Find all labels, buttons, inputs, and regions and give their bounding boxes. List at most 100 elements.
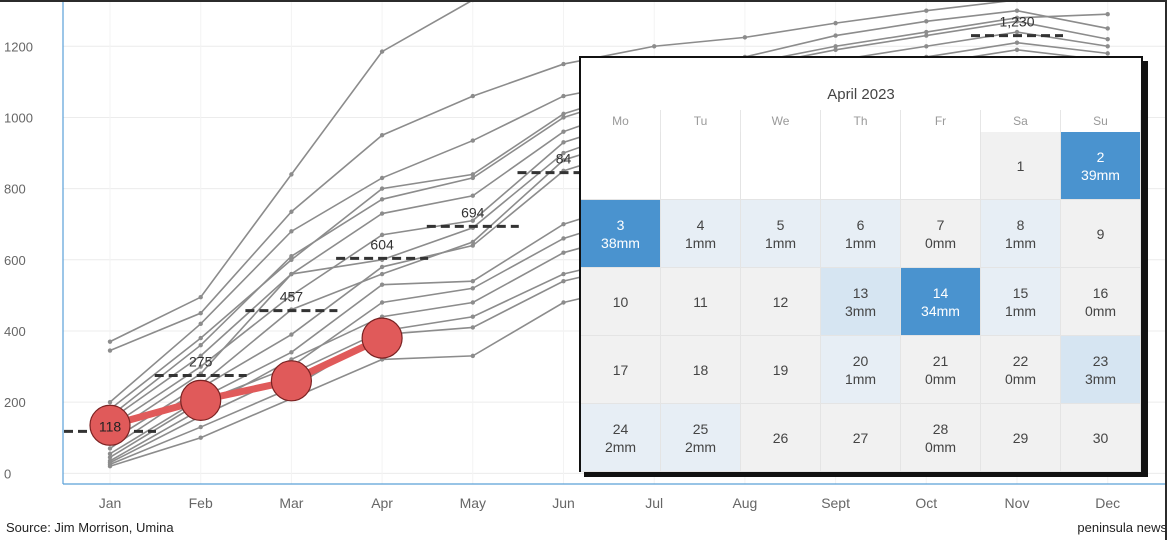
brand-label: peninsula news [1077, 520, 1167, 535]
day-number: 14 [932, 284, 949, 301]
calendar-day-cell[interactable]: 12 [741, 268, 821, 336]
history-point [107, 348, 113, 353]
x-tick-label: Oct [915, 495, 937, 511]
history-point [289, 172, 294, 177]
calendar-day-cell[interactable]: 13 3mm [821, 268, 901, 336]
weekday-label: We [741, 110, 821, 132]
history-point [470, 300, 475, 305]
calendar-day-cell[interactable]: 29 [981, 404, 1061, 472]
calendar-day-cell[interactable]: 17 [581, 336, 661, 404]
day-number: 1 [1016, 157, 1025, 174]
calendar-day-cell[interactable]: 28 0mm [901, 404, 981, 472]
history-point [107, 464, 113, 469]
history-point [289, 209, 294, 214]
history-point [1105, 36, 1110, 42]
history-point [561, 300, 566, 305]
x-tick-label: Jan [99, 495, 122, 511]
source-note: Source: Jim Morrison, Umina [6, 520, 174, 535]
history-point [561, 236, 566, 241]
y-tick-label: 800 [4, 182, 26, 197]
day-number: 10 [612, 293, 629, 310]
y-tick-label: 1200 [4, 39, 33, 54]
calendar-day-cell[interactable]: 16 0mm [1061, 268, 1141, 336]
calendar-day-cell[interactable]: 30 [1061, 404, 1141, 472]
rainfall-amount: 39mm [1081, 166, 1120, 183]
rainfall-amount: 2mm [684, 438, 717, 455]
history-point [198, 364, 203, 369]
day-number: 22 [1012, 352, 1029, 369]
calendar-day-cell[interactable]: 7 0mm [901, 200, 981, 268]
calendar-day-cell[interactable]: 8 1mm [981, 200, 1061, 268]
calendar-day-cell[interactable]: 5 1mm [741, 200, 821, 268]
day-number: 24 [612, 420, 629, 437]
day-number: 21 [932, 352, 949, 369]
history-point [289, 271, 294, 277]
x-tick-label: May [460, 495, 486, 511]
history-point [289, 257, 294, 262]
calendar-day-cell[interactable]: 11 [661, 268, 741, 336]
history-point [561, 93, 566, 99]
calendar-day-cell[interactable]: 18 [661, 336, 741, 404]
history-point [1105, 12, 1110, 17]
calendar-day-cell[interactable]: 23 3mm [1061, 336, 1141, 404]
history-point [470, 353, 475, 359]
y-tick-label: 1000 [4, 110, 33, 125]
history-point [379, 211, 385, 216]
calendar-day-cell[interactable]: 27 [821, 404, 901, 472]
calendar-day-cell[interactable]: 14 34mm [901, 268, 981, 336]
history-point [561, 278, 566, 284]
calendar-day-cell[interactable]: 24 2mm [581, 404, 661, 472]
history-point [470, 325, 475, 330]
history-point [1014, 8, 1020, 13]
history-point [470, 278, 475, 284]
calendar-day-cell[interactable]: 19 [741, 336, 821, 404]
history-point [470, 314, 475, 319]
day-number: 13 [852, 284, 869, 301]
x-tick-label: Jun [552, 495, 575, 511]
day-number: 7 [936, 216, 945, 233]
history-point [924, 8, 929, 13]
calendar-day-cell[interactable]: 3 38mm [581, 200, 661, 268]
calendar-empty-cell [901, 132, 981, 200]
history-point [198, 424, 203, 430]
calendar-day-cell[interactable]: 9 [1061, 200, 1141, 268]
calendar-day-cell[interactable]: 20 1mm [821, 336, 901, 404]
calendar-day-cell[interactable]: 10 [581, 268, 661, 336]
day-number: 6 [856, 216, 865, 233]
y-tick-label: 400 [4, 324, 26, 339]
history-point [561, 157, 566, 163]
rainfall-amount: 0mm [1084, 302, 1117, 319]
calendar-day-cell[interactable]: 4 1mm [661, 200, 741, 268]
calendar-day-cell[interactable]: 6 1mm [821, 200, 901, 268]
history-point [561, 250, 566, 255]
average-value-label: 1,230 [999, 14, 1034, 30]
x-tick-label: Apr [371, 495, 393, 511]
calendar-weekday-header: Mo Tu We Th Fr Sa Su [581, 110, 1141, 132]
current-year-point [361, 317, 403, 359]
rainfall-amount: 38mm [601, 234, 640, 251]
history-point [198, 310, 203, 316]
calendar-day-cell[interactable]: 21 0mm [901, 336, 981, 404]
calendar-day-cell[interactable]: 1 [981, 132, 1061, 200]
day-number: 17 [612, 361, 629, 378]
calendar-day-cell[interactable]: 25 2mm [661, 404, 741, 472]
day-number: 30 [1092, 429, 1109, 446]
calendar-day-cell[interactable]: 22 0mm [981, 336, 1061, 404]
history-point [379, 49, 385, 54]
rainfall-amount: 34mm [921, 302, 960, 319]
average-value-label: 84 [556, 151, 572, 167]
day-number: 2 [1096, 148, 1105, 165]
history-point [379, 186, 385, 191]
calendar-day-cell[interactable]: 15 1mm [981, 268, 1061, 336]
calendar-day-cell[interactable]: 26 [741, 404, 821, 472]
rainfall-amount: 3mm [1084, 370, 1117, 387]
rainfall-amount: 0mm [924, 370, 957, 387]
history-point [107, 399, 113, 405]
calendar-day-cell[interactable]: 2 39mm [1061, 132, 1141, 200]
history-point [379, 133, 385, 138]
history-point [379, 175, 385, 181]
y-tick-label: 600 [4, 253, 26, 268]
day-number: 11 [693, 293, 708, 310]
history-point [289, 293, 294, 298]
weekday-label: Mo [581, 110, 661, 132]
